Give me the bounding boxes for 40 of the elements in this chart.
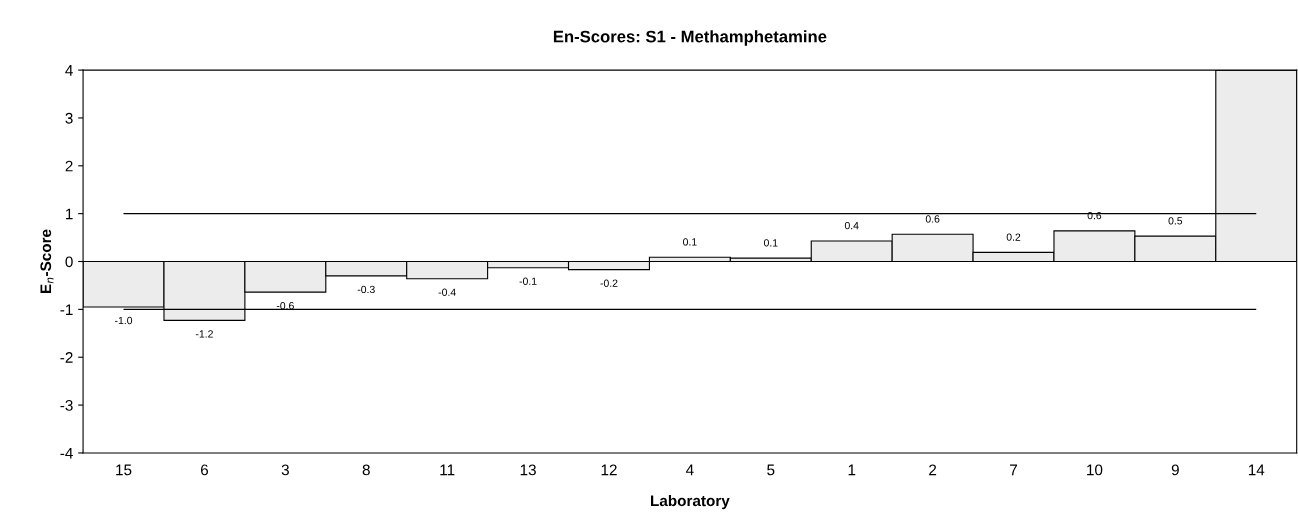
x-tick-label: 2 (929, 464, 937, 476)
data-label: -0.6 (276, 301, 294, 310)
data-label: -0.3 (357, 285, 375, 294)
data-label: 0.4 (844, 221, 859, 230)
y-tick-label: 0 (65, 256, 73, 268)
chart-title: En-Scores: S1 - Methamphetamine (553, 30, 827, 46)
x-tick-label: 3 (281, 464, 289, 476)
y-tick-label: -4 (60, 447, 73, 459)
x-axis-title: Laboratory (651, 494, 730, 510)
data-label: 0.6 (925, 215, 940, 223)
x-tick-label: 1 (848, 464, 856, 476)
y-tick-label: -2 (60, 352, 73, 363)
y-tick-label: -3 (60, 399, 73, 411)
x-tick-label: 8 (362, 464, 370, 476)
y-tick-label: 1 (66, 208, 73, 220)
y-tick-label: 2 (65, 160, 73, 172)
x-tick-label: 12 (601, 464, 617, 476)
x-tick-label: 11 (440, 464, 455, 476)
y-tick-label: -1 (60, 304, 73, 315)
y-tick-label: 3 (65, 112, 73, 124)
data-label: -0.4 (438, 288, 456, 296)
y-axis-title: E$_{n}$-Score (40, 229, 54, 294)
x-tick-label: 4 (685, 464, 694, 476)
data-label: -0.2 (600, 279, 618, 287)
data-label: 0.2 (1006, 233, 1021, 241)
y-tick-label: 4 (65, 65, 73, 76)
x-tick-label: 13 (520, 464, 536, 476)
x-tick-label: 10 (1087, 464, 1103, 476)
x-tick-label: 6 (200, 464, 209, 476)
data-label: -1.2 (195, 330, 213, 338)
x-tick-label: 7 (1010, 464, 1017, 476)
data-label: 0.1 (763, 239, 778, 247)
data-label: 0.1 (683, 238, 697, 246)
data-label: -1.0 (115, 316, 133, 325)
data-label: 0.5 (1168, 217, 1183, 225)
data-label: -0.1 (519, 277, 537, 285)
x-tick-label: 14 (1248, 464, 1265, 476)
x-tick-label: 5 (767, 464, 775, 476)
x-tick-label: 15 (116, 464, 132, 476)
x-tick-label: 9 (1171, 464, 1179, 476)
